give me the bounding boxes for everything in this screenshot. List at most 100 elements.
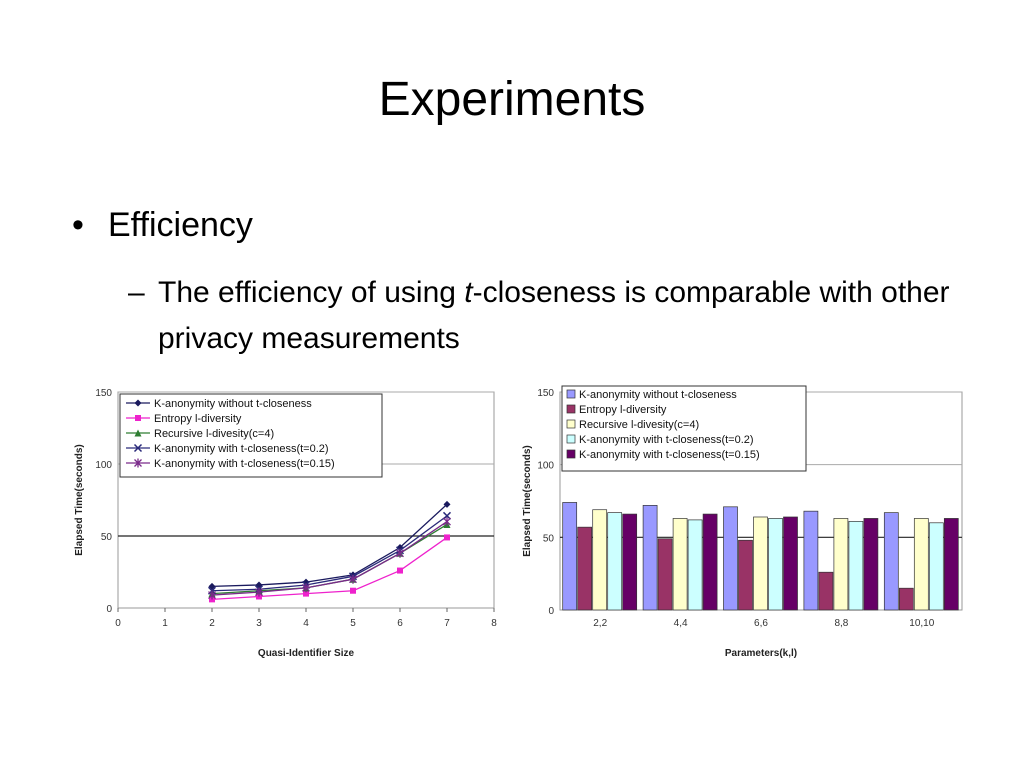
legend-label: K-anonymity with t-closeness(t=0.2) — [154, 443, 329, 455]
x-tick-label: 8,8 — [834, 618, 848, 629]
data-point — [442, 511, 452, 520]
legend-swatch — [566, 404, 576, 414]
y-tick-label: 50 — [543, 533, 555, 544]
legend-label: Recursive l-divesity(c=4) — [154, 428, 274, 440]
bar — [577, 526, 593, 611]
x-tick-label: 10,10 — [909, 618, 934, 629]
x-tick-label: 3 — [256, 618, 262, 629]
legend-label: K-anonymity with t-closeness(t=0.15) — [579, 449, 760, 461]
y-tick-label: 50 — [101, 532, 113, 543]
legend-swatch — [566, 419, 576, 429]
legend-marker — [133, 443, 143, 453]
y-tick-label: 100 — [537, 461, 554, 472]
bar — [723, 506, 738, 611]
bar — [687, 519, 703, 611]
slide-title: Experiments — [378, 73, 646, 126]
bar — [738, 539, 753, 611]
legend-label: K-anonymity with t-closeness(t=0.2) — [579, 434, 754, 446]
bar — [818, 571, 834, 611]
bar — [562, 502, 578, 611]
legend-swatch — [566, 389, 576, 399]
data-point — [349, 574, 357, 584]
series-line — [211, 503, 448, 588]
x-axis-label: Parameters(k,l) — [725, 648, 797, 659]
x-tick-label: 0 — [115, 618, 121, 629]
line-series — [208, 517, 451, 600]
bar — [943, 518, 959, 611]
legend-label: K-anonymity without t-closeness — [154, 398, 312, 410]
series-line — [211, 515, 448, 592]
bar — [833, 518, 849, 611]
x-tick-label: 5 — [350, 618, 356, 629]
sub-text-after: -closeness is comparable with other priv… — [158, 276, 950, 355]
legend-swatch — [566, 434, 576, 444]
x-tick-label: 6 — [397, 618, 403, 629]
data-point — [303, 590, 309, 597]
legend-label: K-anonymity without t-closeness — [579, 389, 737, 401]
data-point — [208, 582, 216, 590]
legend: K-anonymity without t-closeness Entropy l… — [119, 393, 383, 478]
data-point — [443, 517, 451, 527]
x-tick-label: 4 — [303, 618, 309, 629]
sub-bullet: – The efficiency of using t-closeness is… — [128, 270, 968, 362]
legend-marker — [134, 429, 142, 437]
data-point — [396, 548, 404, 558]
data-point — [444, 534, 450, 541]
legend: K-anonymity without t-closeness Entropy l… — [561, 385, 807, 472]
data-point — [396, 544, 404, 552]
bar — [898, 587, 914, 611]
bar — [803, 510, 819, 611]
bar — [783, 516, 798, 611]
data-point — [255, 581, 263, 589]
legend-box — [119, 393, 383, 478]
legend-marker — [135, 415, 141, 421]
y-axis-label: Elapsed Time(seconds) — [522, 445, 533, 557]
bar — [928, 522, 944, 611]
bar — [702, 513, 718, 611]
legend-marker — [134, 399, 142, 407]
legend-label: Entropy l-diversity — [579, 404, 667, 416]
bar — [657, 538, 673, 611]
bar — [592, 509, 608, 611]
y-axis-label: Elapsed Time(seconds) — [74, 444, 85, 556]
bar — [607, 512, 623, 611]
sub-text-italic: t — [464, 276, 473, 309]
data-point — [302, 583, 310, 593]
bar — [863, 518, 879, 611]
x-tick-label: 6,6 — [754, 618, 768, 629]
bar — [768, 518, 783, 611]
y-tick-label: 150 — [537, 388, 554, 399]
bullet-efficiency: • Efficiency — [72, 206, 253, 245]
sub-text-before: The efficiency of using — [158, 276, 465, 309]
data-point — [397, 567, 403, 574]
x-tick-label: 8 — [491, 618, 497, 629]
bar — [883, 512, 899, 611]
legend-label: Recursive l-divesity(c=4) — [579, 419, 699, 431]
bar — [642, 505, 658, 611]
bar — [672, 518, 688, 611]
data-point — [350, 587, 356, 594]
y-tick-label: 150 — [95, 388, 112, 399]
x-tick-label: 7 — [444, 618, 450, 629]
legend-label: Entropy l-diversity — [154, 413, 242, 425]
y-tick-label: 0 — [548, 606, 554, 617]
x-axis-label: Quasi-Identifier Size — [258, 648, 355, 659]
data-point — [302, 578, 310, 586]
x-tick-label: 4,4 — [674, 618, 688, 629]
legend-box — [561, 385, 807, 472]
legend-label: K-anonymity with t-closeness(t=0.15) — [154, 458, 335, 470]
x-tick-label: 1 — [162, 618, 168, 629]
bar — [753, 516, 768, 611]
x-tick-label: 2 — [209, 618, 215, 629]
bullet-label: Efficiency — [108, 206, 253, 244]
legend-swatch — [566, 449, 576, 459]
bullet-dot-icon: • — [72, 206, 84, 244]
data-point — [208, 590, 216, 600]
bar — [622, 513, 638, 611]
legend-marker — [134, 458, 142, 468]
y-tick-label: 0 — [106, 604, 112, 615]
line-chart: 0 50 100 150 0 1 2 3 4 5 6 7 8 Quasi-Identifier Size E… — [74, 388, 497, 659]
y-tick-label: 100 — [95, 460, 112, 471]
bar-chart: 0 50 100 150 2,2 4,4 6,6 8,8 10,10 Parameters(k,l… — [522, 385, 963, 659]
x-tick-label: 2,2 — [593, 618, 607, 629]
